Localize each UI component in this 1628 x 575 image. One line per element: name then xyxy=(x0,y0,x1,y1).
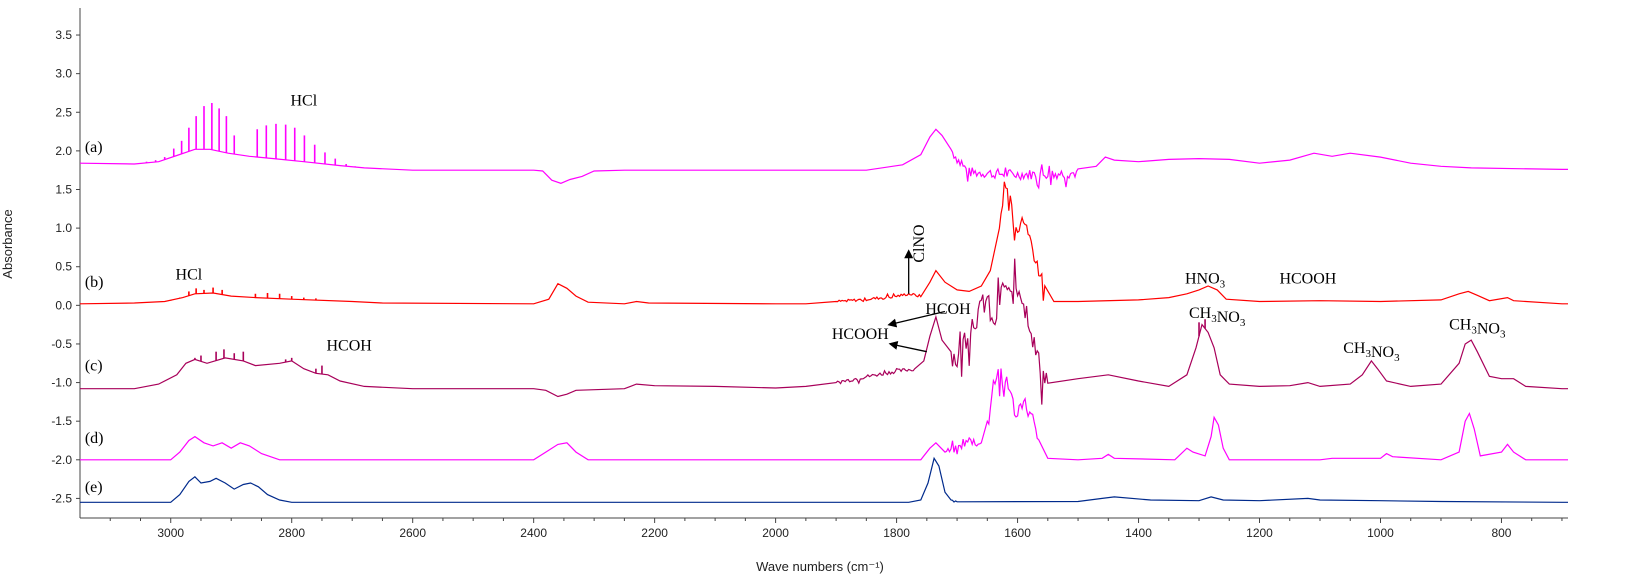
x-tick-label: 1600 xyxy=(1004,526,1031,540)
peak-annotation: HCOOH xyxy=(832,326,889,343)
peak-annotation: HCl xyxy=(290,93,317,110)
panel-label: (c) xyxy=(85,358,103,375)
series-line-c xyxy=(80,258,1568,405)
y-tick-label: 0.0 xyxy=(55,298,72,312)
annotation-part: HCl xyxy=(176,266,203,283)
y-tick-label: -2.5 xyxy=(51,491,72,505)
annotation-part: NO xyxy=(1371,344,1394,361)
x-tick-label: 2400 xyxy=(520,526,547,540)
peak-annotation: CH3NO3 xyxy=(1343,340,1400,364)
series-line-d xyxy=(80,368,1568,461)
annotation-part: 3 xyxy=(1211,313,1217,325)
annotation-part: CH xyxy=(1189,305,1212,322)
y-tick-label: 2.0 xyxy=(55,144,72,158)
y-tick-label: 3.0 xyxy=(55,67,72,81)
x-tick-label: 2600 xyxy=(399,526,426,540)
y-tick-label: 1.0 xyxy=(55,221,72,235)
annotation-part: HCOOH xyxy=(1279,270,1336,287)
annotation-part: HCOH xyxy=(326,337,372,354)
annotation-part: HCOOH xyxy=(832,326,889,343)
y-axis-title: Absorbance xyxy=(0,209,15,278)
peak-annotation: HCOOH xyxy=(1279,270,1336,287)
x-tick-label: 1200 xyxy=(1246,526,1273,540)
x-tick-label: 3000 xyxy=(157,526,184,540)
series-line-b xyxy=(79,181,1568,305)
annotation-part: CH xyxy=(1449,317,1472,334)
x-tick-label: 800 xyxy=(1491,526,1511,540)
x-tick-label: 1000 xyxy=(1367,526,1394,540)
x-tick-label: 1400 xyxy=(1125,526,1152,540)
annotation-part: 3 xyxy=(1220,278,1226,290)
annotation-part: NO xyxy=(1477,321,1500,338)
annotation-arrow xyxy=(887,310,946,328)
series-line-e xyxy=(80,456,1568,503)
annotation-part: HNO xyxy=(1185,270,1220,287)
y-tick-label: 1.5 xyxy=(55,182,72,196)
panel-label: (e) xyxy=(85,479,103,496)
plot-area: 3.5 3.0 2.5 2.0 1.5 1.0 0.5 0.0 -0.5 -1.0 -1.5 -2.0… xyxy=(51,8,1568,540)
x-tick-label: 2000 xyxy=(762,526,789,540)
annotation-part: NO xyxy=(1217,309,1240,326)
annotation-part: 3 xyxy=(1471,325,1477,337)
annotation-part: 3 xyxy=(1365,348,1371,360)
annotation-arrow xyxy=(888,341,927,353)
peak-annotation: HNO3 xyxy=(1185,270,1226,290)
rotated-annotation: ClNO xyxy=(911,224,928,262)
annotation-part: HCOH xyxy=(925,301,971,318)
panel-label: (b) xyxy=(85,274,104,291)
x-tick-label: 1800 xyxy=(883,526,910,540)
peak-annotation: CH3NO3 xyxy=(1189,305,1246,329)
y-tick-label: -1.0 xyxy=(51,376,72,390)
annotation-part: 3 xyxy=(1500,329,1506,341)
panel-label: (d) xyxy=(85,430,104,447)
y-tick-label: 2.5 xyxy=(55,105,72,119)
annotation-part: HCl xyxy=(290,93,317,110)
x-tick-label: 2800 xyxy=(278,526,305,540)
y-tick-label: -2.0 xyxy=(51,453,72,467)
annotation-part: CH xyxy=(1343,340,1366,357)
y-tick-label: 0.5 xyxy=(55,260,72,274)
y-tick-label: 3.5 xyxy=(55,28,72,42)
panel-label: (a) xyxy=(85,139,103,156)
annotation-part: 3 xyxy=(1240,317,1246,329)
annotation-part: 3 xyxy=(1394,352,1400,364)
peak-annotation: HCOH xyxy=(326,337,372,354)
x-tick-label: 2200 xyxy=(641,526,668,540)
series-line-a xyxy=(79,128,1568,190)
peak-annotation: CH3NO3 xyxy=(1449,317,1506,341)
y-tick-label: -0.5 xyxy=(51,337,72,351)
x-axis-title: Wave numbers (cm⁻¹) xyxy=(756,559,884,574)
peak-annotation: HCl xyxy=(176,266,203,283)
y-tick-label: -1.5 xyxy=(51,414,72,428)
peak-annotation: HCOH xyxy=(925,301,971,318)
series-layer xyxy=(79,102,1568,503)
